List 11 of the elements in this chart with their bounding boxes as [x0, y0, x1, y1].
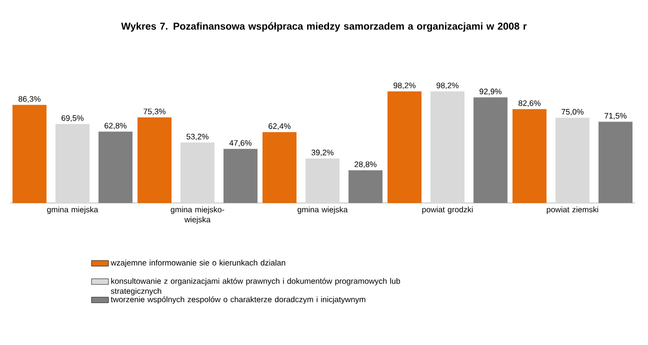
bar — [138, 117, 172, 203]
bar — [306, 158, 340, 203]
chart-title: Wykres 7. Pozafinansowa współpraca miedzy samorzadem a organizacjami w 2008 r — [121, 22, 527, 32]
bar — [180, 142, 215, 203]
bar — [12, 104, 46, 203]
bar — [262, 132, 297, 203]
bar — [430, 91, 465, 203]
bar — [388, 91, 422, 203]
bar — [512, 109, 547, 203]
bar — [556, 118, 590, 203]
bar — [56, 124, 90, 203]
